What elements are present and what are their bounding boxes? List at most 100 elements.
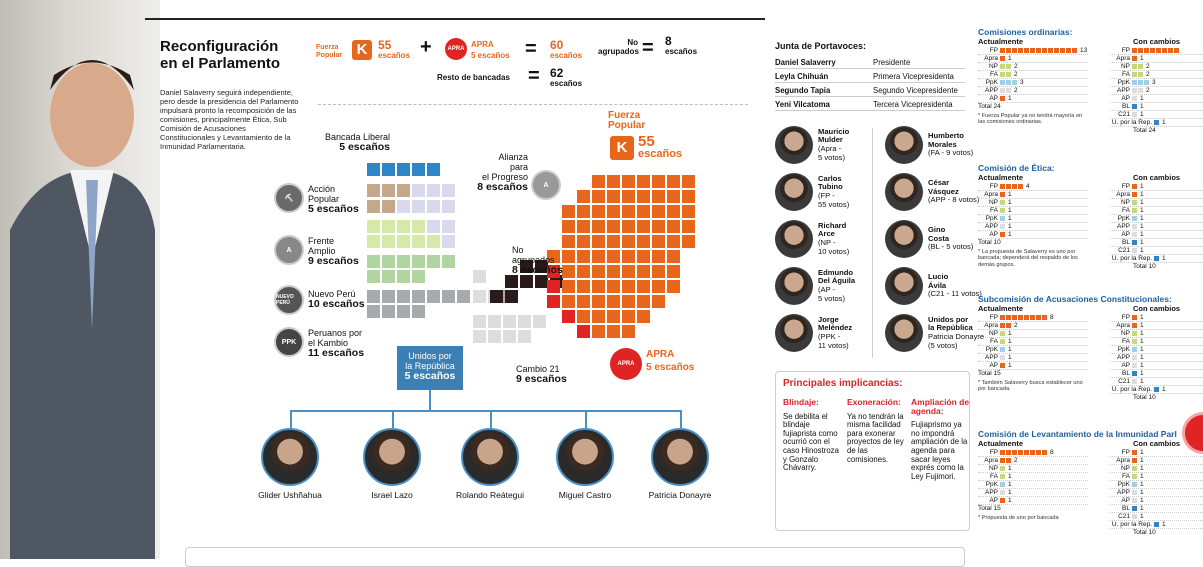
- accion-popular-logo: ⛏: [274, 183, 304, 213]
- commission-seat: [1000, 315, 1005, 320]
- commission-row: PpK 1: [978, 481, 1088, 489]
- commission-row: Apra 2: [978, 457, 1088, 465]
- commission-seat: [1000, 56, 1005, 61]
- party-label-ppk: Peruanos por el Kambio 11 escaños: [308, 328, 378, 358]
- commission-count: 1: [1140, 496, 1144, 504]
- commission-count: 1: [1140, 238, 1144, 246]
- spokesperson: Richard Arce (NP -10 votos): [775, 220, 849, 258]
- commission-seat: [1154, 387, 1159, 392]
- commission-party: FP: [1121, 46, 1130, 54]
- commission-row: BL 1: [1110, 103, 1203, 111]
- commission-seat: [1132, 232, 1137, 237]
- commission-party: C21: [1118, 377, 1130, 385]
- commission-seat: [1036, 315, 1041, 320]
- commission-party: PpK: [1117, 214, 1130, 222]
- seat-fuerza-popular: [637, 175, 650, 188]
- commission-row: Apra 1: [1110, 322, 1203, 330]
- commission-seat: [1132, 64, 1137, 69]
- seat-apra: [547, 280, 560, 293]
- commission-count: 1: [1140, 480, 1144, 488]
- commission-party: FP: [989, 313, 998, 321]
- commission-count: 2: [1014, 62, 1018, 70]
- seat-c21: [488, 330, 501, 343]
- commission-seat: [1132, 192, 1137, 197]
- seat-ap: [382, 184, 395, 197]
- spokesperson-n1: Richard: [818, 220, 847, 230]
- junta-row: Segundo Tapia Segundo Vicepresidente: [775, 84, 965, 97]
- ppk-name-2: el Kambio: [308, 338, 349, 348]
- seat-np: [382, 255, 395, 268]
- commission-seat: [1000, 474, 1005, 479]
- header-divider: [318, 104, 748, 105]
- commission-seat: [1000, 331, 1005, 336]
- commission-party: FA: [990, 337, 998, 345]
- spokesperson-d2: 55 votos): [818, 199, 850, 209]
- commission-row: APP 1: [1110, 223, 1203, 231]
- seat-c21: [473, 270, 486, 283]
- commission-party: U. por la Rep.: [1111, 254, 1152, 262]
- spokesperson-d1: (FA - 9 votos): [928, 148, 974, 158]
- commission-party: PpK: [985, 345, 998, 353]
- seat-app: [442, 220, 455, 233]
- seat-c21: [473, 290, 486, 303]
- seat-fuerza-popular: [562, 220, 575, 233]
- seat-fuerza-popular: [682, 190, 695, 203]
- spokesperson-d1: Patricia Donayre: [928, 332, 985, 341]
- commission-left-total: Total 15: [978, 505, 1001, 512]
- seat-fa: [397, 220, 410, 233]
- resto-seats: 62: [550, 66, 564, 80]
- commission-left-total: Total 15: [978, 370, 1001, 377]
- commission-note: * La propuesta de Salaverry es uno por b…: [978, 249, 1078, 268]
- seat-app: [397, 200, 410, 213]
- sum-unit: escaños: [550, 51, 583, 60]
- commission-count: 1: [1008, 480, 1012, 488]
- spokesperson-d1: (FP -: [818, 191, 835, 200]
- commission-row: FA 1: [978, 338, 1088, 346]
- lede-text: Daniel Salaverry seguirá independiente, …: [160, 88, 299, 151]
- commission-count: 1: [1140, 54, 1144, 62]
- seat-ppk: [412, 290, 425, 303]
- seat-fa: [427, 235, 440, 248]
- commission-row: NP 1: [1110, 465, 1203, 473]
- commission-party: Apra: [1116, 321, 1130, 329]
- junta-name: Yeni Vilcatoma: [775, 100, 830, 109]
- seat-ppk: [503, 290, 516, 303]
- commission-row: APP 1: [1110, 489, 1203, 497]
- commission-right-total: Total 10: [1133, 529, 1156, 536]
- commission-seat: [1132, 323, 1137, 328]
- seat-c21: [518, 315, 531, 328]
- commission-right-total: Total 10: [1133, 263, 1156, 270]
- commission-seat: [1132, 248, 1137, 253]
- fa-seats: 9 escaños: [308, 255, 359, 267]
- spokesperson: César Vásquez (APP - 8 votos): [885, 173, 979, 211]
- commission-party: APP: [1116, 488, 1130, 496]
- seat-fuerza-popular: [577, 220, 590, 233]
- spokesperson: Jorge Meléndez (PPK -11 votos): [775, 314, 852, 352]
- commission-seat: [1132, 72, 1137, 77]
- spokesperson-photo: [775, 173, 813, 211]
- commission-party: NP: [988, 198, 998, 206]
- commission-seat: [1132, 216, 1137, 221]
- seat-fa: [412, 220, 425, 233]
- spokesperson-text: Carlos Tubino (FP -55 votos): [818, 174, 850, 209]
- commission-party: AP: [989, 94, 998, 102]
- commission-count: 1: [1140, 361, 1144, 369]
- spokesperson-photo: [775, 267, 813, 305]
- seat-app: [427, 200, 440, 213]
- seat-ap: [367, 200, 380, 213]
- commission-count: 1: [1140, 377, 1144, 385]
- resto-unit: escaños: [550, 79, 583, 88]
- commission-row: AP 1: [1110, 231, 1203, 239]
- seat-liberal: [382, 163, 395, 176]
- commission-seat: [1000, 490, 1005, 495]
- spokesperson: Mauricio Mulder (Apra -5 votos): [775, 126, 849, 164]
- commission-right-head: Con cambios: [1133, 37, 1181, 46]
- seat-fuerza-popular: [607, 325, 620, 338]
- seat-fuerza-popular: [667, 190, 680, 203]
- commission-count: 2: [1014, 86, 1018, 94]
- commission-row: U. por la Rep. 1: [1110, 521, 1203, 529]
- ufr-name-1: Unidos por: [408, 351, 452, 361]
- implicancias-box: [775, 371, 970, 531]
- spokesperson-photo: [885, 126, 923, 164]
- commission-row: FP 13: [978, 47, 1088, 55]
